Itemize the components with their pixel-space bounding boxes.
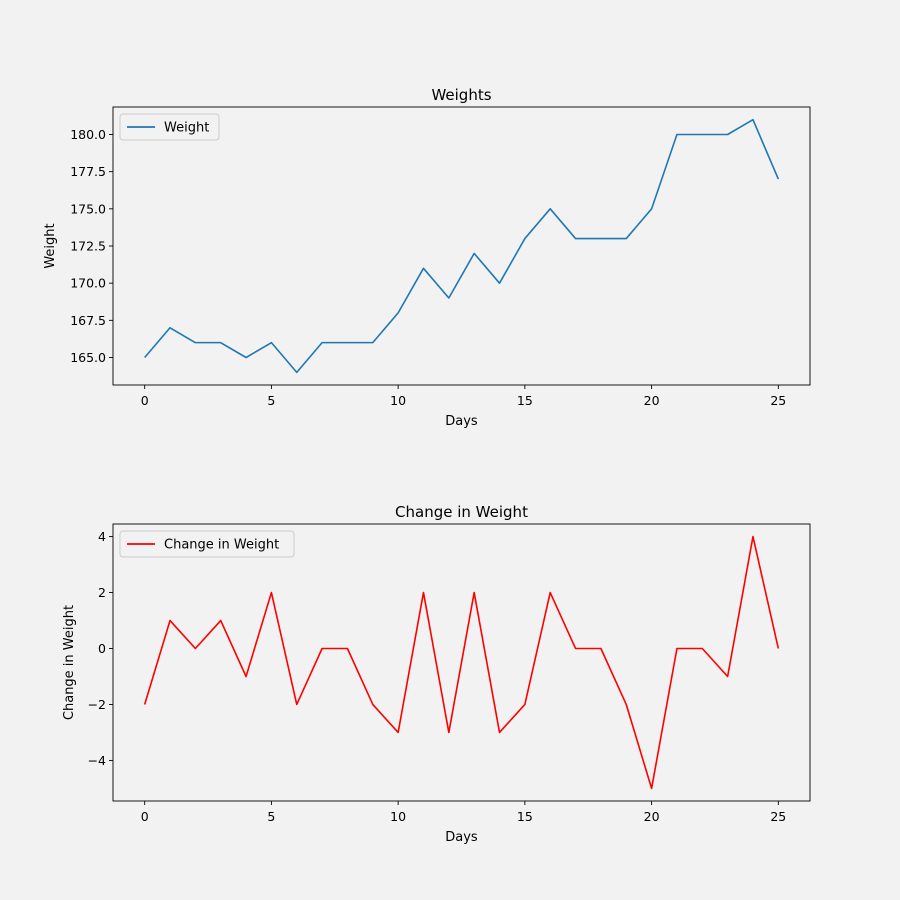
y-tick-label: 180.0 bbox=[70, 127, 106, 142]
x-tick-label: 15 bbox=[517, 393, 533, 408]
y-axis-label: Weight bbox=[43, 223, 58, 268]
x-tick-label: 25 bbox=[770, 809, 786, 824]
y-tick-label: 170.0 bbox=[70, 276, 106, 291]
x-axis-label: Days bbox=[445, 830, 478, 845]
x-tick-label: 0 bbox=[141, 809, 149, 824]
x-tick-label: 10 bbox=[390, 809, 406, 824]
x-tick-label: 5 bbox=[267, 809, 275, 824]
y-tick-label: 175.0 bbox=[70, 201, 106, 216]
x-tick-label: 5 bbox=[267, 393, 275, 408]
y-tick-label: 172.5 bbox=[70, 239, 106, 254]
chart-title: Change in Weight bbox=[395, 503, 528, 521]
x-tick-label: 20 bbox=[644, 809, 660, 824]
x-tick-label: 25 bbox=[770, 393, 786, 408]
y-tick-label: 165.0 bbox=[70, 350, 106, 365]
legend: Change in Weight bbox=[119, 530, 295, 558]
x-tick-label: 0 bbox=[141, 393, 149, 408]
x-axis-label: Days bbox=[445, 414, 478, 429]
chart-title: Weights bbox=[431, 86, 491, 104]
series-line-1 bbox=[144, 118, 780, 374]
y-tick-label: 2 bbox=[98, 585, 106, 600]
legend-box bbox=[119, 530, 295, 558]
legend: Weight bbox=[119, 113, 220, 141]
y-tick-label: −4 bbox=[88, 753, 106, 768]
x-tick-label: 20 bbox=[644, 393, 660, 408]
chart-panel-2: Change in Weight 0 5 10 15 20 25 −4 −2 0 2 4 Days Cha… bbox=[62, 503, 811, 845]
y-axis-label: Change in Weight bbox=[62, 605, 77, 720]
y-tick-label: 177.5 bbox=[70, 164, 106, 179]
y-tick-label: −2 bbox=[88, 697, 106, 712]
legend-box bbox=[119, 113, 220, 141]
plot-frame bbox=[112, 523, 811, 802]
legend-label: Change in Weight bbox=[164, 538, 279, 553]
legend-label: Weight bbox=[164, 121, 209, 136]
y-tick-label: 4 bbox=[98, 529, 106, 544]
chart-panel-1: Weights 0 5 10 15 20 25 165.0 167.5 170.0 172.5 175… bbox=[43, 86, 811, 429]
y-tick-label: 167.5 bbox=[70, 313, 106, 328]
series-line-1 bbox=[143, 535, 780, 790]
x-tick-label: 10 bbox=[390, 393, 406, 408]
x-tick-label: 15 bbox=[517, 809, 533, 824]
y-tick-label: 0 bbox=[98, 641, 106, 656]
